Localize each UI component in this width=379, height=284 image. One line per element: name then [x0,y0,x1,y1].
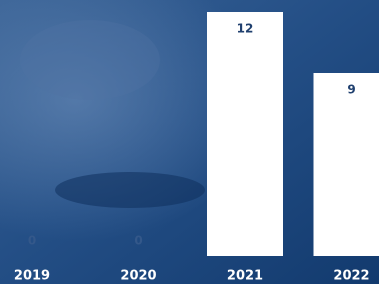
x-tick-label: 2022 [333,269,369,284]
chart: 0 2019 0 2020 12 2021 9 2022 [0,0,379,284]
bar [207,12,283,256]
background-shape [20,20,160,100]
x-tick-label: 2020 [120,269,156,284]
value-label: 12 [237,22,254,36]
value-label: 0 [28,234,36,248]
x-tick-label: 2021 [227,269,263,284]
x-tick-label: 2019 [14,269,50,284]
value-label: 9 [347,83,355,97]
bar [314,73,379,256]
page: 020190202012202192022 (() => { const dat… [0,0,379,284]
value-label: 0 [134,234,142,248]
background-shape [55,172,205,208]
